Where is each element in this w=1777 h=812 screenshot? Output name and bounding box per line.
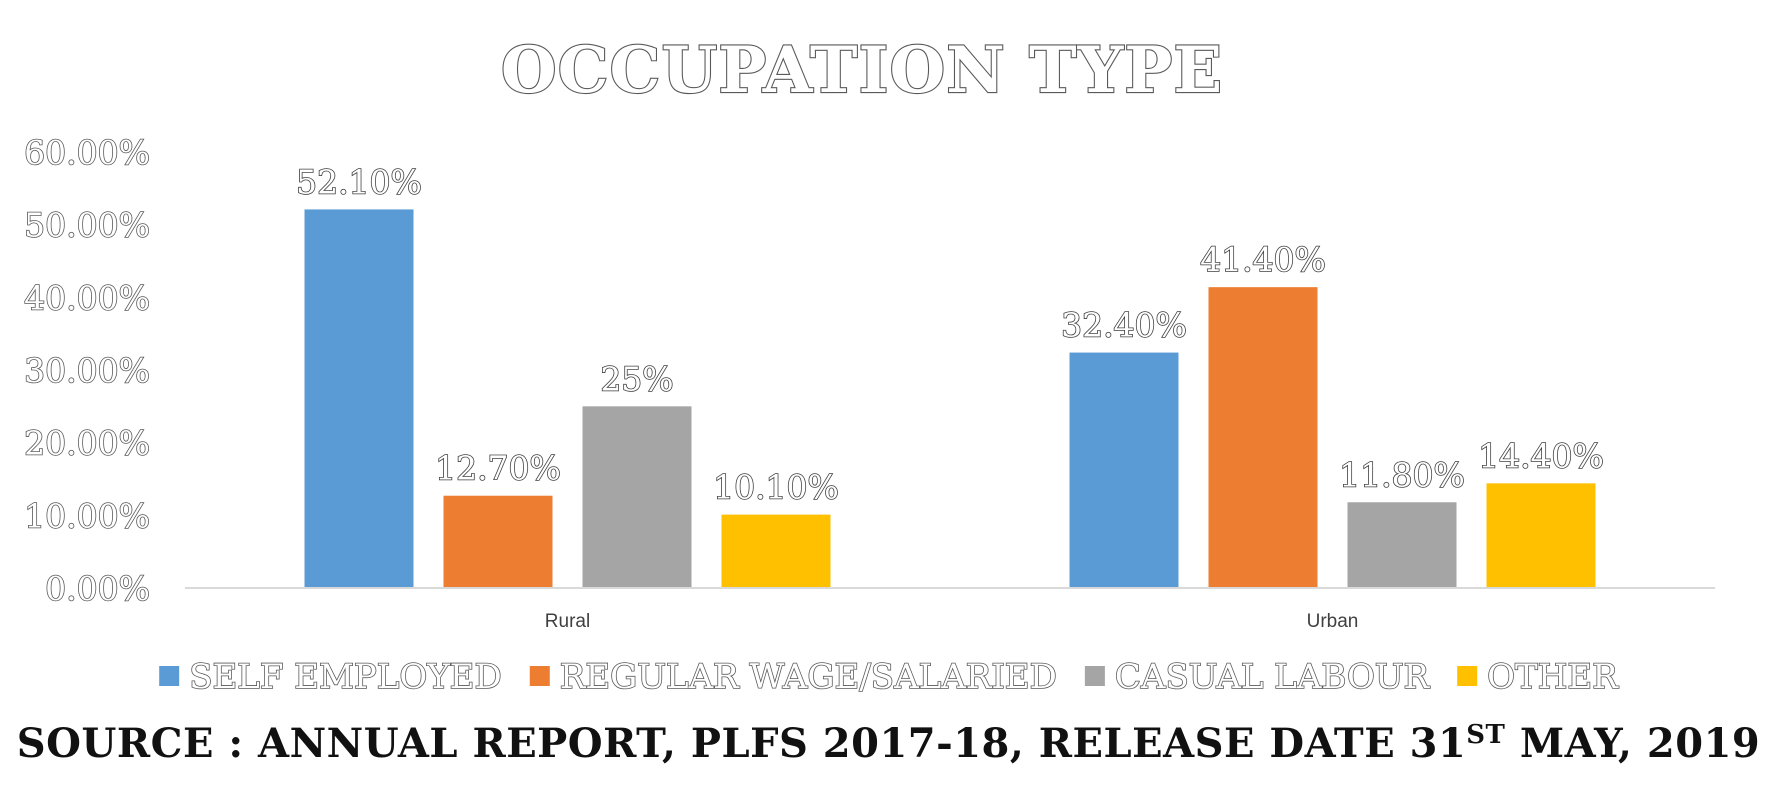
data-label: 32.40%: [1061, 306, 1187, 345]
legend-item: REGULAR WAGE/SALARIED: [529, 656, 1058, 698]
legend-label: SELF EMPLOYED: [189, 657, 502, 697]
bar-rural-3: [582, 406, 692, 588]
y-tick-label: 30.00%: [24, 351, 150, 390]
legend-swatch: [159, 666, 180, 686]
data-label: 41.40%: [1200, 240, 1326, 279]
data-label: 52.10%: [296, 162, 422, 201]
bar-rural-1: [304, 209, 414, 588]
y-tick-label: 60.00%: [24, 133, 150, 172]
x-tick-label: Urban: [1307, 611, 1359, 632]
source-prefix: SOURCE : ANNUAL REPORT, PLFS 2017-18, RE…: [16, 720, 1467, 767]
legend-label: OTHER: [1487, 657, 1619, 697]
legend-item: SELF EMPLOYED: [159, 656, 503, 698]
y-tick-label: 10.00%: [24, 496, 150, 535]
x-tick-label: Rural: [545, 611, 590, 632]
chart-title: OCCUPATION TYPE: [501, 33, 1223, 108]
legend: SELF EMPLOYED REGULAR WAGE/SALARIED CASUAL…: [159, 656, 1620, 698]
bar-rural-4: [721, 514, 831, 588]
bar-rural-2: [443, 495, 553, 588]
legend-swatch: [529, 666, 550, 686]
data-label: 14.40%: [1478, 436, 1604, 475]
legend-label: REGULAR WAGE/SALARIED: [560, 657, 1057, 697]
y-tick-label: 50.00%: [24, 206, 150, 245]
data-label: 25%: [600, 359, 673, 398]
bar-urban-1: [1069, 352, 1179, 588]
y-tick-label: 0.00%: [45, 569, 150, 608]
bar-urban-3: [1347, 502, 1457, 588]
bar-urban-4: [1486, 483, 1596, 588]
data-label: 12.70%: [435, 449, 561, 488]
source-suffix: MAY, 2019: [1505, 720, 1761, 767]
y-tick-label: 20.00%: [24, 424, 150, 463]
legend-swatch: [1084, 666, 1105, 686]
legend-item: OTHER: [1457, 656, 1620, 698]
bar-urban-2: [1208, 287, 1318, 588]
source-note: SOURCE : ANNUAL REPORT, PLFS 2017-18, RE…: [0, 720, 1777, 767]
x-axis: Rural Urban: [185, 587, 1715, 632]
plot-area: 52.10% 12.70% 25% 10.10% 32.40% 41.40% 11.80% 1…: [295, 162, 1605, 588]
legend-swatch: [1457, 666, 1478, 686]
source-superscript: ST: [1466, 720, 1506, 750]
y-tick-label: 40.00%: [24, 278, 150, 317]
legend-label: CASUAL LABOUR: [1115, 657, 1431, 697]
data-label: 10.10%: [713, 468, 839, 507]
y-axis: 0.00% 10.00% 20.00% 30.00% 40.00% 50.00% 60.00…: [23, 132, 150, 609]
data-label: 11.80%: [1339, 455, 1465, 494]
legend-item: CASUAL LABOUR: [1084, 656, 1431, 698]
